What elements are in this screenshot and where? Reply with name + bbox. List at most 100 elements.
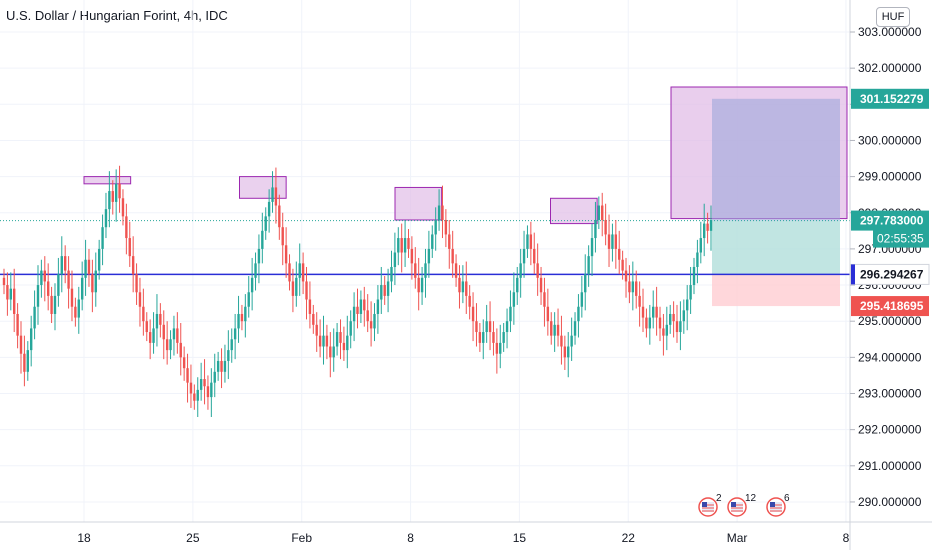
candle-body: [94, 270, 97, 293]
candle-body: [298, 263, 301, 278]
candle-body: [335, 332, 339, 347]
candle-body: [468, 295, 471, 307]
flag-icon-fill: [731, 502, 743, 512]
target-zone: [712, 98, 840, 221]
event-badge-count: 2: [716, 493, 722, 504]
price-tick-label: 303.000000: [858, 25, 922, 39]
candle-body: [87, 259, 91, 275]
price-tick-label: 291.000000: [858, 459, 922, 473]
candle-body: [638, 295, 641, 307]
time-tick-label: 18: [77, 531, 91, 545]
candle-body: [12, 288, 16, 314]
candle-body: [658, 317, 662, 329]
candle-body: [121, 198, 125, 217]
candle-body: [257, 248, 261, 264]
candle-body: [488, 321, 492, 333]
candle-body: [369, 321, 373, 329]
candle-body: [390, 266, 393, 282]
price-tick-label: 294.000000: [858, 350, 922, 364]
price-label-box: [851, 210, 929, 231]
candle-body: [342, 342, 346, 351]
candle-body: [502, 332, 505, 343]
candle-body: [278, 205, 281, 228]
candle-body: [159, 313, 162, 325]
candle-body: [57, 274, 60, 296]
candle-body: [454, 263, 458, 278]
price-tick-label: 299.000000: [858, 170, 922, 184]
candle-body: [53, 295, 57, 314]
candle-body: [594, 219, 597, 239]
candle-body: [645, 317, 648, 329]
candle-body: [560, 335, 563, 347]
candle-body: [427, 248, 431, 264]
candle-body: [359, 299, 363, 314]
candle-body: [604, 219, 607, 235]
candle-body: [80, 277, 84, 300]
candle-body: [407, 238, 410, 249]
event-badge-count: 12: [745, 493, 757, 504]
event-badge-count: 6: [784, 493, 790, 504]
candle-body: [706, 223, 709, 231]
candle-body: [550, 321, 553, 336]
candle-body: [434, 219, 437, 235]
candle-body: [403, 238, 407, 253]
candle-body: [607, 234, 611, 249]
candle-body: [189, 382, 193, 394]
candle-body: [36, 285, 40, 307]
candle-body: [128, 238, 131, 257]
candle-body: [471, 306, 475, 322]
candle-body: [533, 248, 536, 264]
candle-body: [417, 277, 420, 293]
price-label-text: 301.152279: [860, 92, 924, 106]
event-badge[interactable]: 2: [698, 493, 722, 517]
candle-body: [584, 274, 587, 293]
candle-body: [67, 270, 70, 289]
resistance-zone: [83, 176, 132, 185]
candle-body: [46, 281, 50, 296]
candle-body: [400, 238, 403, 253]
candle-body: [237, 313, 240, 329]
price-label-stop: 295.418695: [851, 296, 929, 317]
time-tick-label: 22: [622, 531, 636, 545]
candle-body: [465, 281, 468, 296]
candle-body: [621, 259, 624, 271]
candle-body: [264, 216, 267, 231]
candle-body: [145, 321, 148, 333]
stop-zone: [712, 274, 840, 307]
event-badge[interactable]: 6: [766, 493, 790, 517]
candle-body: [641, 306, 645, 318]
price-tick-label: 290.000000: [858, 495, 922, 509]
price-label-box: [851, 296, 929, 317]
candle-body: [509, 306, 512, 322]
candle-body: [169, 339, 172, 351]
candle-body: [118, 183, 121, 199]
candle-body: [689, 285, 692, 300]
candle-body: [618, 248, 621, 260]
candle-body: [193, 393, 196, 401]
resistance-zone: [239, 176, 287, 199]
candle-body: [624, 270, 628, 282]
currency-badge[interactable]: HUF: [876, 7, 910, 27]
candle-body: [366, 310, 369, 322]
candle-body: [329, 346, 332, 358]
candle-body: [23, 353, 26, 372]
resistance-zone: [394, 186, 443, 221]
candle-body: [699, 238, 703, 253]
candle-body: [250, 277, 254, 293]
candle-body: [512, 292, 516, 307]
candle-body: [111, 191, 114, 202]
candle-body: [662, 328, 665, 336]
trade-setup: [0, 86, 850, 307]
candle-body: [692, 266, 696, 286]
candle-body: [397, 238, 400, 253]
candle-body: [499, 342, 502, 354]
event-badge[interactable]: 12: [727, 493, 757, 517]
candle-body: [628, 281, 631, 293]
candle-body: [247, 292, 250, 307]
candle-body: [108, 191, 111, 210]
candle-body: [84, 259, 87, 278]
candle-body: [16, 313, 19, 336]
price-tick-label: 300.000000: [858, 133, 922, 147]
candle-body: [291, 281, 295, 296]
